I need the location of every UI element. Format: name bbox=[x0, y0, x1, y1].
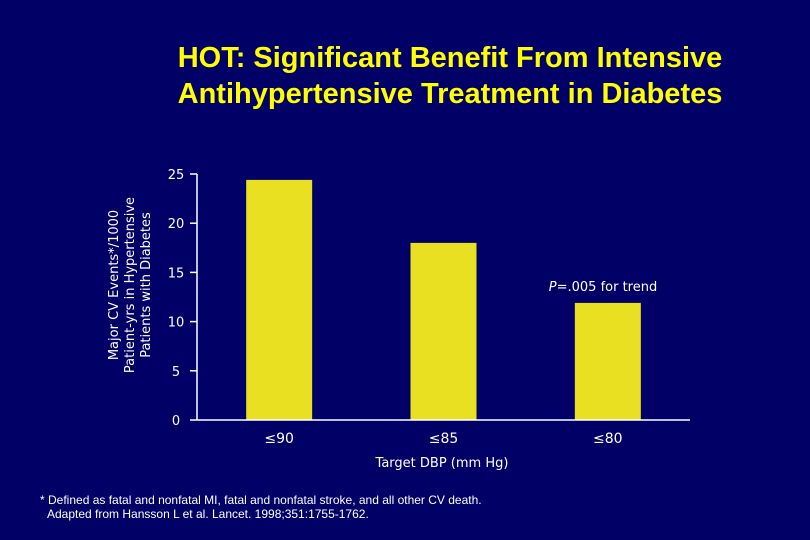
x-ticks-layer: ≤90 ≤85 ≤80 bbox=[264, 431, 622, 447]
x-tick-label: ≤80 bbox=[593, 431, 623, 447]
bar-3 bbox=[574, 302, 641, 420]
x-tick-label: ≤85 bbox=[429, 431, 459, 447]
footnote-citation: Adapted from Hansson L et al. Lancet. 19… bbox=[47, 507, 369, 521]
y-tick-label: 5 bbox=[172, 365, 180, 380]
bar-2 bbox=[410, 242, 477, 420]
chart-title: HOT: Significant Benefit From Intensive … bbox=[0, 40, 810, 112]
y-tick-label: 20 bbox=[168, 217, 185, 232]
bar-1 bbox=[246, 179, 313, 420]
y-tick-label: 15 bbox=[168, 266, 185, 281]
bars-layer bbox=[246, 179, 641, 420]
chart-title-line-2: Antihypertensive Treatment in Diabetes bbox=[177, 78, 723, 110]
footnote-definition: * Defined as fatal and nonfatal MI, fata… bbox=[40, 493, 482, 507]
x-tick-label: ≤90 bbox=[264, 431, 294, 447]
y-tick-label: 0 bbox=[172, 414, 180, 429]
y-ticks-layer: 0 5 10 15 20 25 bbox=[168, 168, 197, 429]
chart-title-line-1: HOT: Significant Benefit From Intensive bbox=[177, 42, 723, 74]
footnote: * Defined as fatal and nonfatal MI, fata… bbox=[40, 493, 482, 521]
x-axis-label: Target DBP (mm Hg) bbox=[375, 456, 509, 471]
y-tick-label: 10 bbox=[168, 316, 185, 331]
y-tick-label: 25 bbox=[168, 168, 185, 183]
trend-annotation: P=.005 for trend bbox=[549, 280, 657, 295]
